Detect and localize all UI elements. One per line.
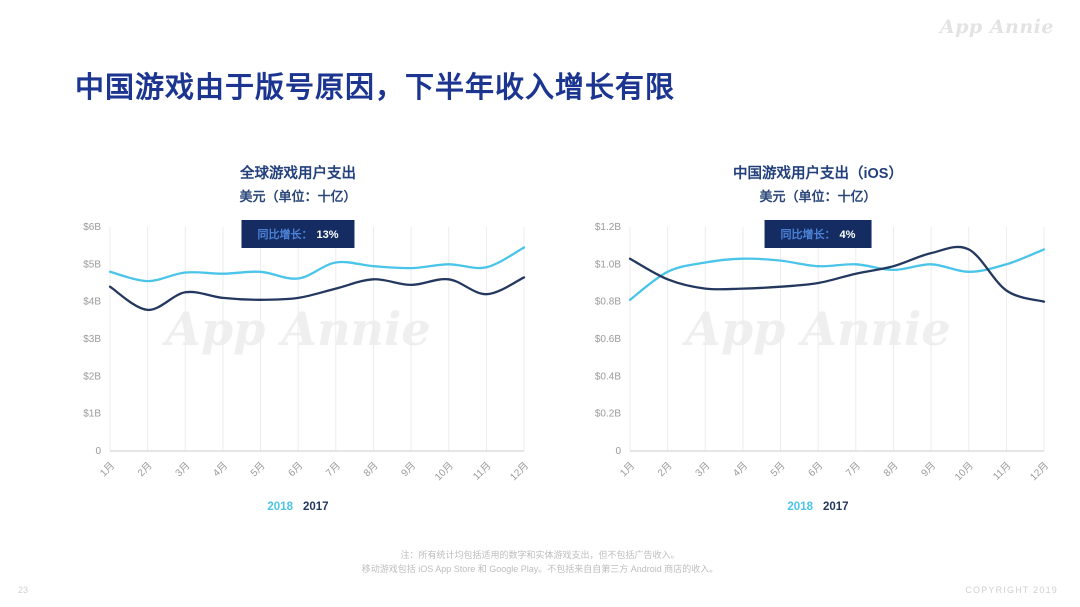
svg-text:$1.2B: $1.2B	[595, 222, 621, 233]
line-chart-china-ios-game-spend: 0 $0.2B $0.4B $0.6B $0.8B $1.0B $1.2B 1月 2月 3月 4月 5…	[595, 222, 1051, 483]
svg-text:9月: 9月	[919, 460, 938, 479]
yoy-growth-value: 13%	[316, 229, 339, 241]
svg-text:7月: 7月	[843, 460, 862, 479]
chart-subtitle-global: 美元（单位：十亿）	[239, 189, 357, 204]
line-chart-global-game-spend: 0 $1B $2B $3B $4B $5B $6B 1月 2月 3月 4月 5月 6月 7月 8月 9月 10月…	[83, 222, 531, 483]
charts-row: 全球游戏用户支出 美元（单位：十亿） 同比增长： 13% App Annie 0 $…	[0, 162, 1080, 513]
yoy-growth-badge-china: 同比增长： 4%	[764, 220, 872, 248]
app-annie-logo: App Annie	[939, 16, 1054, 38]
svg-text:3月: 3月	[173, 460, 192, 479]
chart-legend: 2018 2017	[578, 501, 1058, 513]
svg-text:4月: 4月	[731, 460, 750, 479]
svg-text:10月: 10月	[432, 460, 455, 483]
svg-text:$3B: $3B	[83, 334, 101, 345]
copyright-text: COPYRIGHT 2019	[965, 585, 1058, 595]
svg-text:5月: 5月	[768, 460, 787, 479]
svg-text:10月: 10月	[952, 460, 975, 483]
svg-text:11月: 11月	[471, 460, 494, 483]
chart-legend: 2018 2017	[58, 501, 538, 513]
svg-text:12月: 12月	[1028, 460, 1051, 483]
slide-title: 中国游戏由于版号原因，下半年收入增长有限	[75, 72, 676, 104]
chart-title-china-ios: 中国游戏用户支出（iOS）	[733, 166, 903, 182]
chart-card-global: 全球游戏用户支出 美元（单位：十亿） 同比增长： 13% App Annie 0 $…	[58, 162, 538, 513]
yoy-growth-badge-global: 同比增长： 13%	[241, 220, 355, 248]
svg-text:6月: 6月	[286, 460, 305, 479]
footnote-line-1: 注：所有统计均包括适用的数字和实体游戏支出，但不包括广告收入。	[400, 550, 680, 561]
svg-text:1月: 1月	[98, 460, 117, 479]
svg-text:8月: 8月	[881, 460, 900, 479]
svg-text:12月: 12月	[508, 460, 531, 483]
svg-text:1月: 1月	[618, 460, 637, 479]
svg-text:9月: 9月	[399, 460, 418, 479]
page-number: 23	[18, 585, 29, 595]
yoy-growth-label: 同比增长：	[780, 229, 836, 241]
svg-text:4月: 4月	[211, 460, 230, 479]
chart-subtitle-china-ios: 美元（单位：十亿）	[759, 189, 877, 204]
svg-text:$0.4B: $0.4B	[595, 371, 621, 382]
chart-card-china-ios: 中国游戏用户支出（iOS） 美元（单位：十亿） 同比增长： 4% App Anni…	[578, 162, 1058, 513]
svg-text:11月: 11月	[991, 460, 1014, 483]
svg-text:$6B: $6B	[83, 222, 101, 233]
svg-text:$2B: $2B	[83, 371, 101, 382]
svg-text:$0.8B: $0.8B	[595, 297, 621, 308]
yoy-growth-label: 同比增长：	[257, 229, 313, 241]
svg-text:$4B: $4B	[83, 297, 101, 308]
svg-text:$5B: $5B	[83, 259, 101, 270]
svg-text:$1.0B: $1.0B	[595, 259, 621, 270]
svg-text:$0.2B: $0.2B	[595, 409, 621, 420]
svg-text:3月: 3月	[693, 460, 712, 479]
yoy-growth-value: 4%	[839, 229, 856, 241]
svg-text:5月: 5月	[248, 460, 267, 479]
chart-title-global: 全球游戏用户支出	[240, 166, 356, 182]
footnote-line-2: 移动游戏包括 iOS App Store 和 Google Play。不包括来自…	[361, 564, 719, 575]
legend-2018: 2018	[787, 501, 813, 513]
svg-text:7月: 7月	[323, 460, 342, 479]
legend-2017: 2017	[823, 501, 849, 513]
svg-text:$0.6B: $0.6B	[595, 334, 621, 345]
svg-text:2月: 2月	[135, 460, 154, 479]
svg-text:$1B: $1B	[83, 409, 101, 420]
footnotes: 注：所有统计均包括适用的数字和实体游戏支出，但不包括广告收入。 移动游戏包括 i…	[0, 549, 1080, 577]
svg-text:2月: 2月	[655, 460, 674, 479]
legend-2018: 2018	[267, 501, 293, 513]
svg-text:8月: 8月	[361, 460, 380, 479]
svg-text:0: 0	[95, 446, 101, 457]
svg-text:6月: 6月	[806, 460, 825, 479]
legend-2017: 2017	[303, 501, 329, 513]
svg-text:0: 0	[615, 446, 621, 457]
